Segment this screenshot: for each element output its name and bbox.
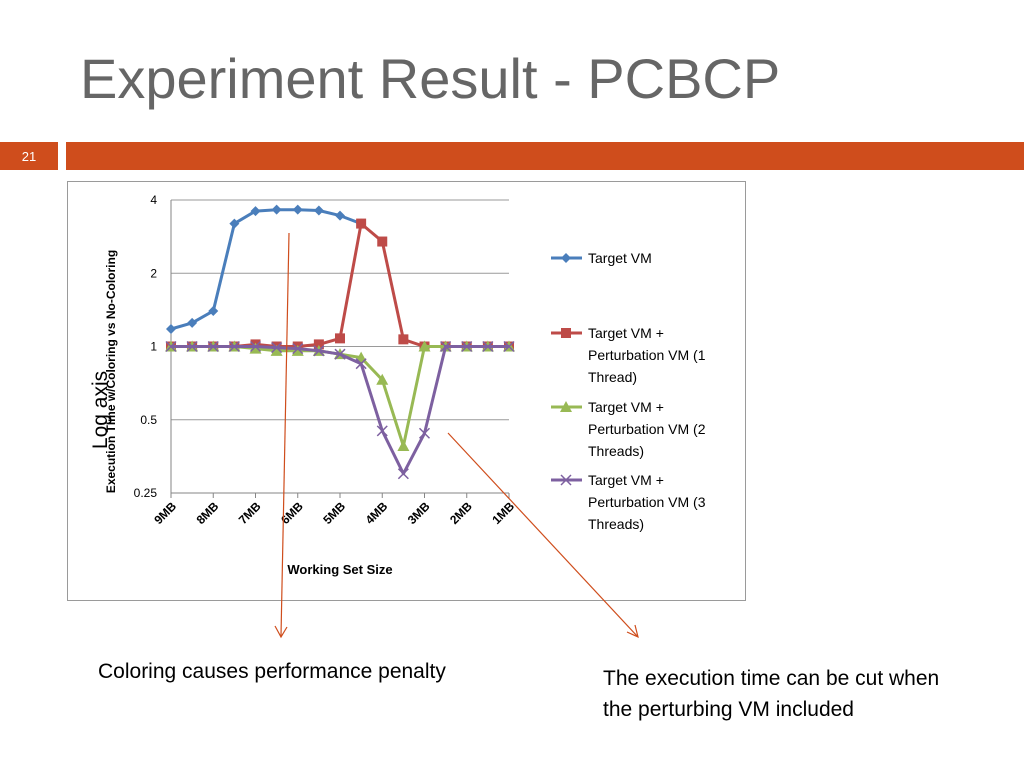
legend-marker-2	[561, 328, 571, 338]
series-4-point	[461, 340, 473, 353]
series-line-2	[171, 222, 509, 348]
cut-arrow-head	[626, 624, 639, 639]
series-4-point	[355, 358, 367, 370]
chart-frame: 4 2 1 0.5 0.25 9MB 8MB 7MB 6MB 5MB 4MB 3MB 2MB 1MB Wor…	[67, 181, 746, 601]
series-2-point	[377, 236, 388, 247]
series-3-point	[397, 440, 410, 452]
series-4-point	[249, 340, 262, 353]
x-tick-label: 3MB	[405, 499, 433, 527]
legend-label: Target VM +	[588, 472, 664, 488]
y-axis-title: Execution TIme w/Coloring vs No-Coloring	[104, 250, 118, 493]
x-tick-label: 6MB	[278, 499, 306, 527]
penalty-annotation: Coloring causes performance penalty	[98, 660, 446, 683]
series-2-point	[398, 334, 409, 345]
y-tick-label: 4	[150, 193, 157, 207]
series-2-point	[313, 339, 324, 350]
series-line-3	[171, 345, 509, 448]
series-3-point	[418, 340, 431, 352]
legend-label: Perturbation VM (2	[588, 421, 706, 437]
series-4-point	[313, 345, 325, 357]
series-3-point	[376, 373, 389, 385]
series-1-point	[271, 204, 282, 215]
series-1-point	[187, 317, 198, 328]
x-tick-label: 7MB	[236, 499, 264, 527]
series-3-point	[249, 342, 262, 354]
x-tick-label: 1MB	[489, 499, 517, 527]
x-axis-title: Working Set Size	[287, 562, 392, 577]
series-4-point	[482, 340, 494, 353]
series-1-point	[229, 218, 240, 229]
series-4-point	[503, 340, 515, 353]
penalty-arrow-head	[274, 625, 288, 639]
cut-annotation-line-2: the perturbing VM included	[603, 698, 854, 721]
x-tick-label: 4MB	[363, 499, 391, 527]
legend-marker-3	[560, 401, 572, 412]
y-tick-label: 0.5	[140, 413, 157, 427]
page-number-badge: 21	[0, 142, 58, 170]
series-line-1	[170, 208, 362, 331]
series-2-point	[335, 333, 345, 344]
series-4-point	[376, 425, 388, 437]
y-tick-label: 0.25	[134, 486, 158, 500]
legend-label: Target VM	[588, 250, 652, 266]
y-tick-label: 2	[150, 266, 157, 280]
series-1-point	[292, 204, 303, 215]
series-4-point	[418, 427, 431, 439]
x-tick-label: 5MB	[320, 499, 348, 527]
title-accent-bar	[66, 142, 1024, 170]
series-3-point	[270, 344, 283, 356]
series-4-point	[165, 340, 177, 353]
series-4-point	[292, 343, 304, 355]
series-4-point	[397, 468, 409, 480]
legend-label: Perturbation VM (3	[588, 494, 706, 510]
log-axis-annotation: Log axis	[89, 370, 113, 450]
series-4-point	[186, 340, 198, 353]
x-tick-label: 9MB	[151, 499, 179, 527]
y-tick-label: 1	[150, 340, 157, 354]
legend-label: Target VM +	[588, 399, 664, 415]
series-2-point	[356, 218, 367, 229]
series-4-point	[228, 340, 240, 353]
series-1-point	[166, 324, 176, 335]
series-4-point	[440, 340, 452, 353]
series-3-point	[291, 344, 304, 356]
series-4-point	[334, 348, 346, 360]
series-4-point	[207, 340, 219, 353]
series-4-point	[271, 342, 283, 354]
legend-label: Thread)	[588, 369, 637, 385]
legend-label: Threads)	[588, 443, 644, 459]
x-tick-label: 2MB	[447, 499, 475, 527]
series-1-point	[250, 206, 261, 217]
legend-label: Target VM +	[588, 325, 664, 341]
legend-label: Threads)	[588, 516, 644, 532]
series-1-point	[335, 210, 345, 221]
legend-marker-1	[561, 253, 571, 263]
x-tick-label: 8MB	[194, 499, 222, 527]
legend-label: Perturbation VM (1	[588, 347, 706, 363]
slide-title: Experiment Result - PCBCP	[80, 47, 781, 110]
series-line-4	[171, 345, 509, 476]
cut-annotation-line-1: The execution time can be cut when	[603, 667, 940, 690]
series-1-point	[208, 305, 219, 316]
series-1-point	[313, 205, 324, 216]
